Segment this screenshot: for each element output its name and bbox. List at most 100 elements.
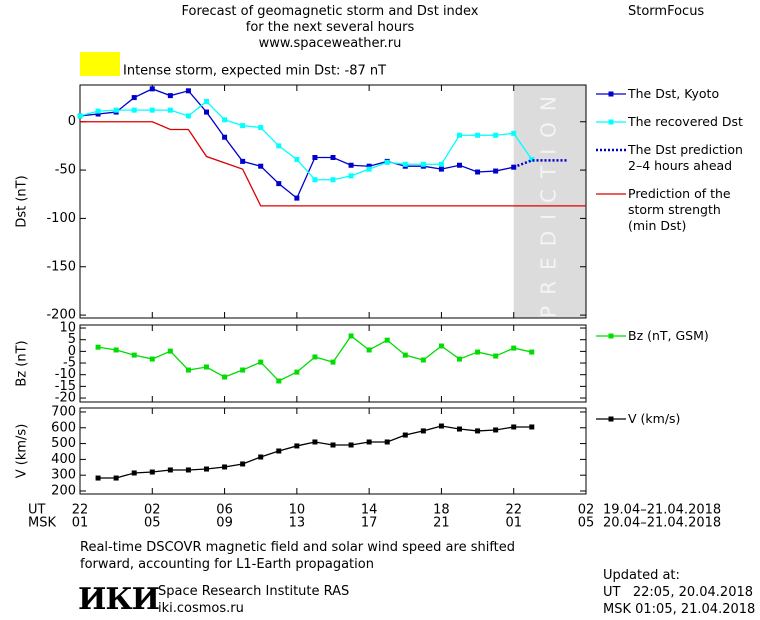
data-point <box>258 359 264 365</box>
data-point <box>493 427 499 433</box>
data-point <box>240 367 246 373</box>
logo: ИКИ <box>78 582 160 617</box>
y-axis-label: Dst (nT) <box>15 175 30 227</box>
data-point <box>276 448 282 454</box>
legend-label: Bz (nT, GSM) <box>628 328 709 343</box>
x2-axis-label: MSK <box>28 516 56 531</box>
data-point <box>167 348 173 354</box>
data-point <box>493 132 499 138</box>
x-tick-label: 06 <box>216 503 233 518</box>
data-point <box>312 177 318 183</box>
y-tick-label: 0 <box>68 114 76 129</box>
legend-marker <box>608 119 614 125</box>
x-tick-label: 10 <box>289 503 306 518</box>
data-point <box>149 356 155 362</box>
x-tick-label: 22 <box>72 503 89 518</box>
data-point <box>185 367 191 373</box>
legend-marker <box>608 416 614 422</box>
data-point <box>348 442 354 448</box>
data-point <box>294 443 300 449</box>
data-point <box>348 333 354 339</box>
data-point <box>113 347 119 353</box>
prediction-text: PREDICTION <box>536 85 560 318</box>
data-point <box>95 475 101 481</box>
y-axis-label: V (km/s) <box>15 424 30 479</box>
y-tick-label: 200 <box>51 483 76 498</box>
data-point <box>438 423 444 429</box>
x2-tick-label: 13 <box>289 516 306 531</box>
data-point <box>475 349 481 355</box>
y-tick-label: -50 <box>55 163 76 178</box>
data-point <box>95 108 101 114</box>
x2-tick-label: 09 <box>216 516 233 531</box>
data-point <box>348 173 354 179</box>
data-point <box>529 424 535 430</box>
legend-label: Prediction of the storm strength (min Ds… <box>628 186 731 233</box>
data-point <box>95 111 101 117</box>
legend-marker <box>608 333 614 339</box>
data-point <box>131 107 137 113</box>
y-tick-label: 700 <box>51 404 76 419</box>
data-point <box>131 470 137 476</box>
data-point <box>77 113 83 119</box>
y-tick-label: -5 <box>63 356 76 371</box>
data-point <box>402 352 408 358</box>
updated-msk: MSK 01:05, 21.04.2018 <box>603 602 756 617</box>
y-tick-label: -20 <box>55 391 76 406</box>
series-line <box>80 121 586 207</box>
data-point <box>240 158 246 164</box>
data-point <box>258 125 264 131</box>
data-point <box>330 177 336 183</box>
data-point <box>420 357 426 363</box>
data-point <box>222 374 228 380</box>
data-point <box>312 354 318 360</box>
data-point <box>420 161 426 167</box>
data-point <box>457 162 462 168</box>
x2-tick-label: 05 <box>144 516 161 531</box>
data-point <box>475 132 481 138</box>
data-point <box>438 343 444 349</box>
data-point <box>167 467 173 473</box>
legend-marker <box>608 91 614 97</box>
y-tick-label: 5 <box>68 332 76 347</box>
x2-tick-label: 01 <box>72 516 89 531</box>
y-tick-label: -10 <box>55 367 76 382</box>
data-point <box>366 439 372 445</box>
note-line: forward, accounting for L1-Earth propaga… <box>80 557 374 572</box>
x-tick-label: 02 <box>144 503 161 518</box>
data-point <box>457 426 462 432</box>
x-tick-label: 02 <box>578 503 595 518</box>
data-point <box>222 117 228 123</box>
data-point <box>95 344 101 350</box>
data-point <box>149 107 155 113</box>
data-point <box>149 86 155 92</box>
note-line: Real-time DSCOVR magnetic field and sola… <box>80 540 516 555</box>
x-tick-label: 14 <box>361 503 378 518</box>
data-point <box>475 428 481 434</box>
data-point <box>529 349 535 355</box>
data-point <box>366 347 372 353</box>
data-point <box>529 156 535 162</box>
x-axis-label: UT <box>28 503 46 518</box>
updated-ut: UT 22:05, 20.04.2018 <box>603 585 754 600</box>
data-point <box>312 439 318 445</box>
data-point <box>438 161 444 167</box>
data-point <box>366 163 372 169</box>
annotation: Intense storm, expected min Dst: -87 nT <box>123 64 386 79</box>
data-point <box>294 369 300 375</box>
series-line <box>79 88 514 200</box>
data-point <box>294 156 300 162</box>
data-point <box>222 464 228 470</box>
data-point <box>294 195 300 201</box>
data-point <box>222 134 228 140</box>
x2-tick-label: 01 <box>505 516 522 531</box>
data-point <box>348 162 354 168</box>
y-tick-label: -15 <box>55 379 76 394</box>
data-point <box>402 432 408 438</box>
data-point <box>258 163 264 169</box>
data-point <box>204 109 209 115</box>
prediction-region <box>513 85 586 318</box>
y-tick-label: 300 <box>51 468 76 483</box>
data-point <box>420 428 426 434</box>
